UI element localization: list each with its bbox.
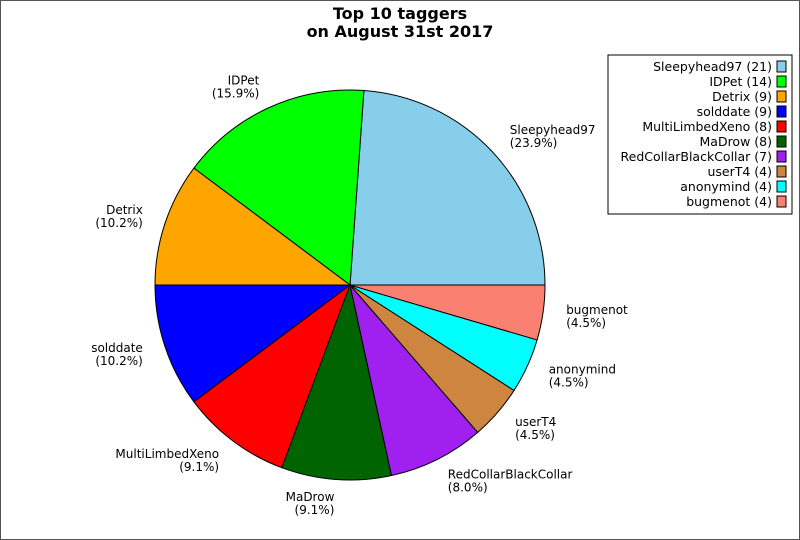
- legend-label-redcollarblackcollar: RedCollarBlackCollar (7): [621, 149, 773, 164]
- legend-label-solddate: solddate (9): [697, 104, 772, 119]
- pie-slice-multilimbedxeno: [193, 283, 352, 469]
- legend-box: [607, 54, 793, 215]
- slice-label-sleepyhead97: Sleepyhead97 (23.9%): [510, 123, 596, 150]
- legend-swatch-detrix: [776, 90, 787, 103]
- legend-label-anonymind: anonymind (4): [680, 179, 772, 194]
- slice-label-detrix: Detrix (10.2%): [95, 203, 142, 230]
- legend-label-detrix: Detrix (9): [712, 89, 772, 104]
- legend-swatch-bugmenot: [776, 195, 787, 208]
- pie-slice-detrix: [154, 167, 352, 286]
- legend-swatch-madrow: [776, 135, 787, 148]
- legend-label-idpet: IDPet (14): [709, 74, 772, 89]
- legend-swatch-anonymind: [776, 180, 787, 193]
- chart-legend: Sleepyhead97 (21)IDPet (14)Detrix (9)sol…: [607, 54, 793, 215]
- slice-label-idpet: IDPet (15.9%): [212, 73, 260, 100]
- pie-slice-madrow: [281, 283, 393, 481]
- legend-swatch-redcollarblackcollar: [776, 150, 787, 163]
- slice-label-redcollarblackcollar: RedCollarBlackCollar (8.0%): [448, 467, 573, 494]
- slice-label-madrow: MaDrow (9.1%): [286, 490, 335, 517]
- legend-swatch-multilimbedxeno: [776, 120, 787, 133]
- chart-title-line-2: on August 31st 2017: [307, 22, 494, 41]
- pie-slices: [154, 89, 546, 481]
- pie-slice-labels: Sleepyhead97 (23.9%) IDPet (15.9%) Detrix (10…: [91, 73, 628, 517]
- pie-slice-redcollarblackcollar: [349, 284, 479, 477]
- slice-label-solddate: solddate (10.2%): [91, 341, 143, 368]
- legend-label-sleepyhead97: Sleepyhead97 (21): [653, 59, 772, 74]
- pie-slice-bugmenot: [349, 284, 546, 341]
- slice-label-anonymind: anonymind (4.5%): [549, 363, 616, 390]
- pie-slice-solddate: [154, 284, 352, 403]
- legend-label-multilimbedxeno: MultiLimbedXeno (8): [642, 119, 772, 134]
- legend-swatch-usert4: [776, 165, 787, 178]
- legend-label-bugmenot: bugmenot (4): [686, 194, 772, 209]
- pie-slice-sleepyhead97: [349, 89, 546, 286]
- slice-label-bugmenot: bugmenot (4.5%): [566, 303, 628, 330]
- legend-label-usert4: userT4 (4): [707, 164, 772, 179]
- chart-title-line-1: Top 10 taggers: [333, 4, 467, 23]
- legend-label-madrow: MaDrow (8): [700, 134, 773, 149]
- slice-label-multilimbedxeno: MultiLimbedXeno (9.1%): [115, 447, 219, 474]
- pie-slice-idpet: [193, 89, 365, 286]
- legend-swatch-idpet: [776, 75, 787, 88]
- legend-swatch-solddate: [776, 105, 787, 118]
- legend-swatch-sleepyhead97: [776, 60, 787, 73]
- slice-label-usert4: userT4 (4.5%): [515, 415, 556, 442]
